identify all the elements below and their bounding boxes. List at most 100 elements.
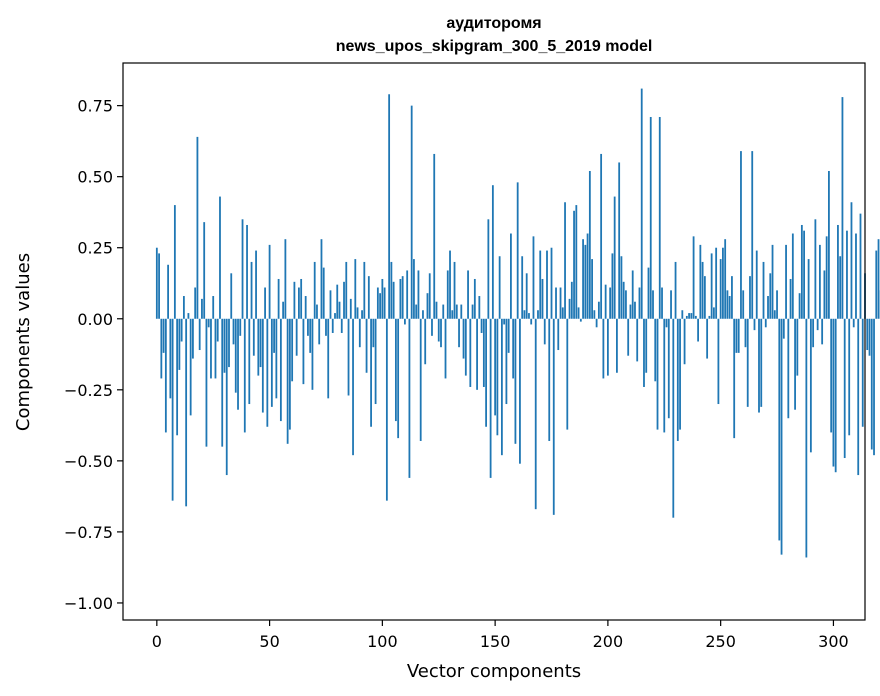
bar-83 [343, 281, 345, 319]
bar-119 [424, 318, 427, 365]
bar-102 [385, 318, 388, 501]
bar-280 [787, 318, 790, 419]
y-tick-label-1: 0.50 [77, 168, 113, 187]
bar-235 [685, 315, 688, 319]
bar-18 [196, 136, 199, 319]
bar-228 [670, 290, 672, 319]
bar-162 [521, 256, 524, 319]
bar-146 [485, 318, 487, 427]
bar-203 [613, 196, 616, 319]
bar-96 [372, 318, 375, 348]
y-axis-label: Components values [13, 253, 34, 431]
bar-105 [392, 281, 395, 319]
bar-243 [703, 276, 706, 319]
bar-232 [679, 318, 681, 430]
bar-25 [212, 296, 215, 319]
bar-282 [791, 233, 794, 319]
bar-242 [701, 261, 704, 319]
bar-312 [859, 213, 862, 319]
bar-16 [192, 318, 194, 359]
bar-147 [487, 219, 490, 319]
bar-217 [645, 318, 648, 373]
bar-120 [426, 293, 429, 319]
bar-153 [500, 318, 503, 456]
bar-112 [408, 318, 411, 478]
bar-132 [453, 261, 456, 319]
bar-15 [189, 318, 192, 416]
bar-7 [171, 318, 174, 501]
bar-189 [582, 239, 584, 319]
bar-226 [665, 318, 668, 328]
bar-302 [837, 224, 839, 319]
bar-214 [638, 287, 641, 319]
bar-87 [352, 318, 354, 456]
bar-98 [376, 287, 379, 319]
bar-191 [586, 233, 589, 319]
bar-28 [219, 196, 221, 319]
bar-261 [744, 318, 747, 348]
bar-31 [225, 318, 228, 476]
bar-304 [841, 97, 844, 319]
bar-319 [875, 250, 878, 319]
bar-140 [471, 304, 474, 319]
bar-168 [534, 318, 537, 510]
bar-206 [620, 256, 623, 319]
bar-47 [261, 318, 264, 413]
bar-145 [482, 318, 485, 387]
bar-138 [467, 270, 469, 319]
bar-225 [663, 318, 666, 433]
bar-239 [694, 315, 697, 319]
bar-144 [480, 318, 483, 333]
y-axis-ticks: 0.75 0.50 0.25 0.00 −0.25 −0.50 −0.75 −1.00 [64, 97, 123, 613]
bar-233 [681, 310, 684, 319]
bar-75 [325, 318, 327, 336]
bar-33 [230, 273, 233, 319]
x-tick-label-0: 0 [152, 632, 162, 651]
bar-135 [460, 304, 463, 319]
bar-199 [604, 284, 607, 319]
bar-278 [782, 318, 785, 339]
bar-271 [767, 296, 769, 319]
bar-238 [692, 236, 695, 319]
bar-115 [415, 304, 418, 319]
bar-303 [839, 256, 842, 319]
bar-148 [489, 318, 492, 478]
bar-34 [232, 318, 235, 345]
bar-116 [417, 270, 420, 319]
bar-127 [442, 304, 445, 319]
bar-252 [724, 239, 727, 319]
bar-152 [498, 256, 501, 319]
bar-142 [476, 318, 478, 390]
bar-315 [866, 318, 869, 351]
bar-70 [313, 261, 316, 319]
bar-273 [771, 244, 774, 319]
bar-272 [769, 273, 772, 319]
bar-156 [507, 318, 510, 353]
bar-253 [726, 290, 729, 319]
bar-198 [602, 318, 605, 379]
bar-288 [805, 318, 808, 558]
bar-133 [455, 304, 458, 319]
bar-62 [295, 318, 298, 356]
bar-42 [250, 261, 253, 319]
bar-174 [548, 318, 551, 441]
bar-169 [537, 310, 539, 319]
bar-128 [444, 318, 447, 379]
bar-50 [268, 244, 271, 319]
bar-95 [370, 318, 372, 427]
bar-92 [363, 261, 366, 319]
bar-185 [573, 210, 575, 319]
bar-43 [252, 318, 255, 356]
bar-30 [223, 318, 226, 373]
bar-270 [764, 318, 767, 328]
bar-12 [182, 296, 185, 319]
bar-300 [832, 318, 835, 467]
bar-227 [667, 318, 670, 419]
bar-165 [528, 313, 530, 319]
bar-150 [494, 318, 497, 416]
bar-195 [595, 318, 598, 328]
bar-63 [298, 287, 300, 319]
bar-104 [390, 261, 393, 319]
bar-40 [246, 224, 248, 319]
bar-41 [248, 318, 251, 405]
